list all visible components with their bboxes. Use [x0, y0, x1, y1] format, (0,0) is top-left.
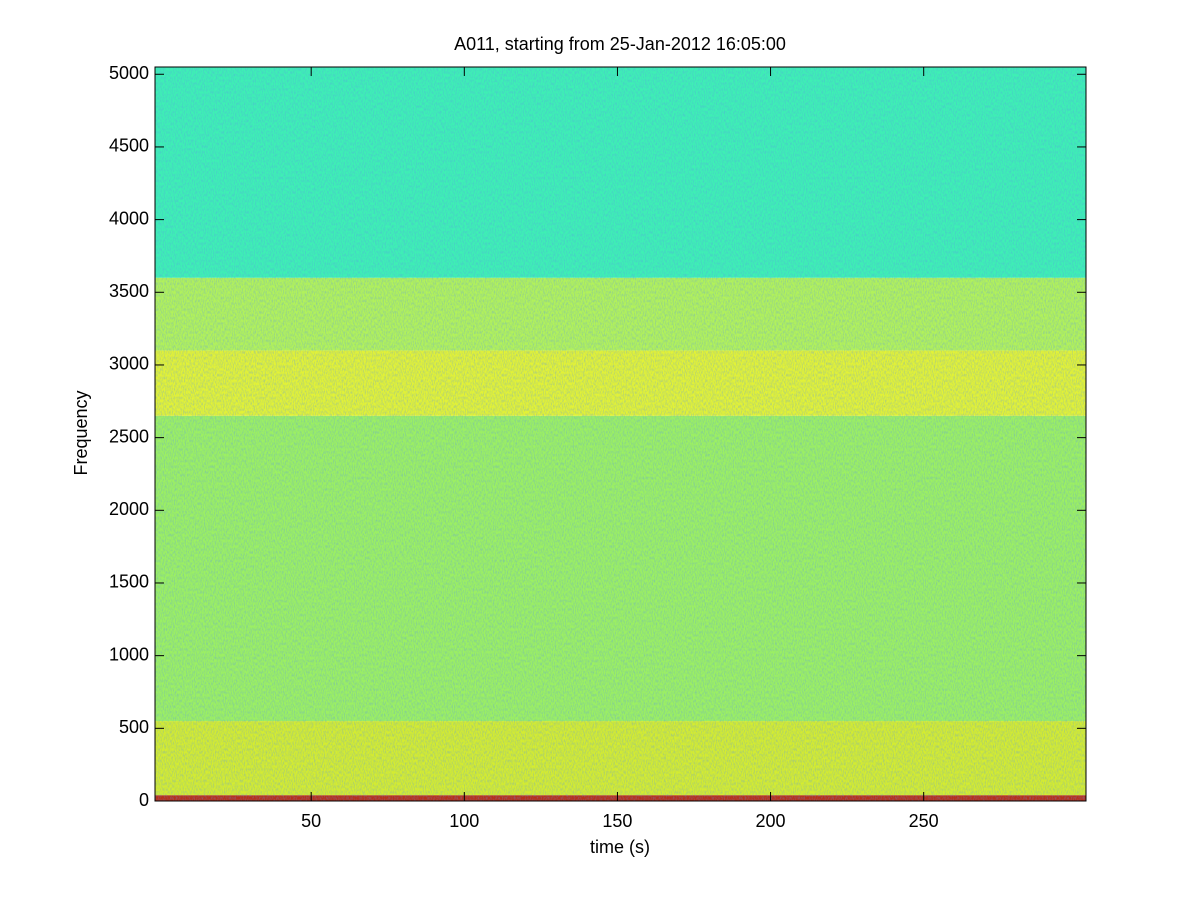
x-tick-label: 200 [756, 811, 786, 831]
y-tick-label: 2500 [109, 426, 149, 446]
spectrogram-noise [155, 67, 1086, 801]
y-tick-label: 1500 [109, 572, 149, 592]
x-tick-label: 250 [909, 811, 939, 831]
y-tick-label: 500 [119, 717, 149, 737]
plot-area [155, 67, 1086, 801]
x-tick-label: 50 [301, 811, 321, 831]
y-tick-label: 5000 [109, 63, 149, 83]
y-tick-label: 1000 [109, 644, 149, 664]
chart-title: A011, starting from 25-Jan-2012 16:05:00 [454, 34, 786, 54]
y-tick-label: 2000 [109, 499, 149, 519]
y-axis-label: Frequency [71, 390, 91, 475]
axes-box [154, 66, 1087, 802]
y-tick-label: 4000 [109, 208, 149, 228]
x-tick-label: 150 [602, 811, 632, 831]
y-tick-label: 3500 [109, 281, 149, 301]
x-axis-label: time (s) [590, 837, 650, 857]
y-tick-label: 0 [139, 790, 149, 810]
y-tick-label: 4500 [109, 136, 149, 156]
y-tick-label: 3000 [109, 354, 149, 374]
x-tick-label: 100 [449, 811, 479, 831]
